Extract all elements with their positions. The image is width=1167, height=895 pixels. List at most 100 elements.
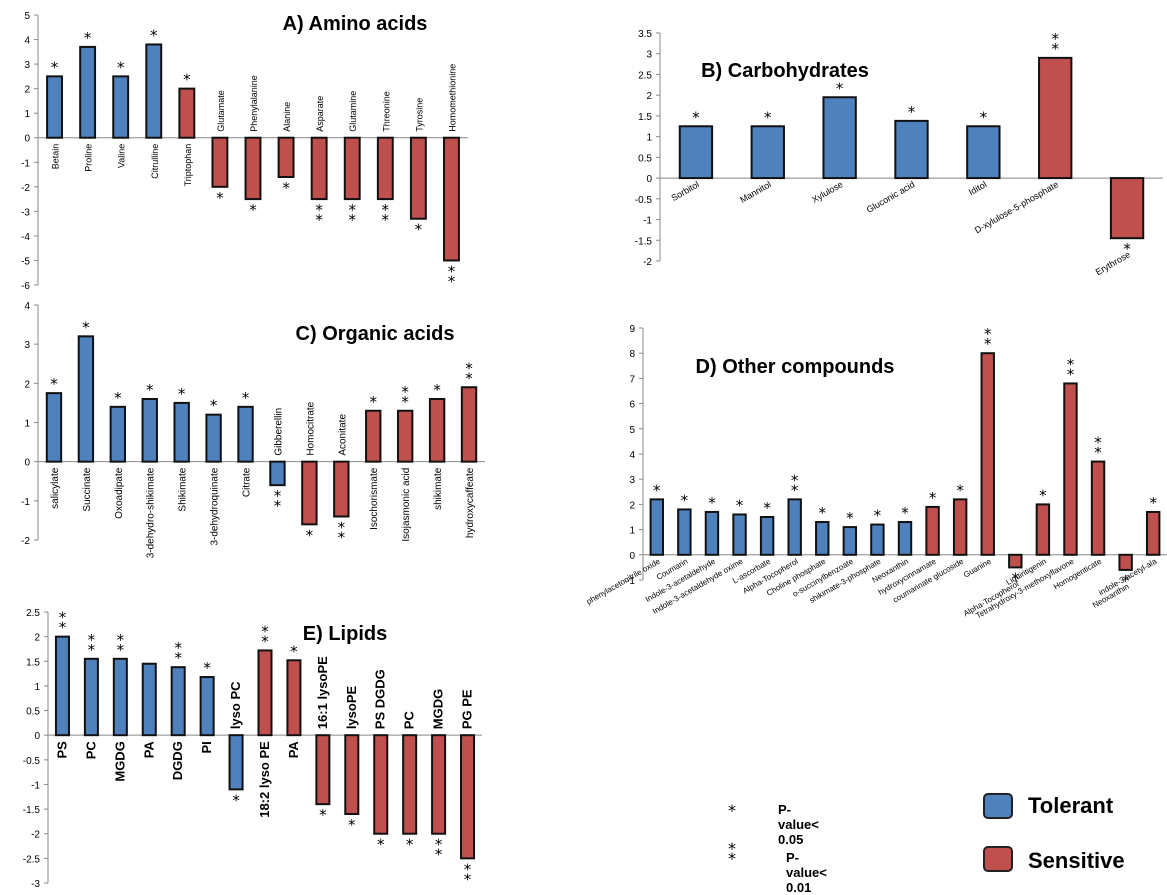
significance-star: * bbox=[282, 179, 290, 197]
y-tick-label: 0 bbox=[34, 731, 40, 742]
category-label: Isojasmonic acid bbox=[401, 468, 412, 542]
y-tick-label: -1 bbox=[21, 497, 30, 508]
significance-star: * bbox=[117, 631, 125, 649]
significance-star: * bbox=[59, 619, 67, 637]
bar bbox=[46, 75, 63, 139]
bar bbox=[1109, 177, 1145, 240]
category-label: MGDG bbox=[112, 741, 127, 781]
y-tick-label: 4 bbox=[24, 301, 30, 312]
bar bbox=[409, 136, 427, 220]
y-tick-label: 1 bbox=[646, 133, 652, 144]
legend-tolerant-label: Tolerant bbox=[1028, 793, 1114, 818]
bar bbox=[1118, 553, 1133, 571]
legend-sig1-label: P-value< 0.05 bbox=[778, 802, 819, 847]
significance-star: * bbox=[315, 211, 323, 229]
y-tick-label: -1 bbox=[31, 780, 40, 791]
significance-star: * bbox=[261, 622, 269, 640]
y-tick-label: -1 bbox=[21, 158, 30, 169]
significance-star: * bbox=[82, 318, 90, 336]
category-label: Gibberellin bbox=[273, 408, 284, 456]
significance-star: * bbox=[406, 836, 414, 854]
y-tick-label: -1 bbox=[643, 216, 652, 227]
bar bbox=[894, 119, 929, 180]
y-tick-label: -0.5 bbox=[635, 195, 653, 206]
bar bbox=[373, 734, 389, 835]
bar bbox=[842, 526, 858, 556]
legend-sensitive-swatch bbox=[983, 846, 1013, 872]
significance-star: * bbox=[1039, 486, 1047, 504]
bar bbox=[980, 352, 995, 556]
bar bbox=[759, 516, 775, 556]
category-label: salicylate bbox=[50, 467, 61, 509]
significance-star: * bbox=[448, 262, 456, 280]
bar bbox=[1038, 56, 1073, 180]
bar bbox=[315, 734, 331, 806]
significance-star: * bbox=[984, 325, 992, 343]
y-tick-label: -0.5 bbox=[23, 756, 41, 767]
y-tick-label: 0 bbox=[24, 458, 30, 469]
significance-star: * bbox=[338, 529, 346, 547]
bar bbox=[286, 659, 302, 737]
chart-title: C) Organic acids bbox=[296, 323, 455, 345]
significance-star: * bbox=[763, 499, 771, 517]
significance-star: * bbox=[1051, 30, 1059, 48]
bar bbox=[141, 662, 157, 737]
y-tick-label: 5 bbox=[629, 425, 635, 436]
bar bbox=[750, 125, 785, 180]
legend-tolerant-swatch bbox=[983, 793, 1013, 819]
category-label: Alanine bbox=[282, 102, 292, 132]
significance-star: * bbox=[681, 491, 689, 509]
significance-star: * bbox=[84, 29, 92, 47]
significance-star: * bbox=[382, 201, 390, 219]
category-label: Succinate bbox=[82, 467, 93, 511]
bar bbox=[333, 460, 350, 518]
significance-star: * bbox=[1094, 434, 1102, 452]
y-tick-label: 8 bbox=[629, 349, 635, 360]
y-tick-label: 0 bbox=[629, 551, 635, 562]
category-label: lysoPE bbox=[344, 685, 359, 729]
bar bbox=[343, 136, 361, 201]
significance-star: * bbox=[114, 389, 122, 407]
significance-star: * bbox=[382, 211, 390, 229]
bar bbox=[145, 43, 163, 139]
panel-amino-acids: 5 4 3 2 1 0 -1 -2 -3 -4 -5 -6 A) Amino acids * Betain *… bbox=[21, 11, 468, 292]
panel-carbohydrates: 3.5 3 2.5 2 1.5 1 0.5 0 -0.5 -1 -1.5 -2 B) Carbohydr… bbox=[635, 29, 1163, 277]
significance-star: * bbox=[210, 397, 218, 415]
y-tick-label: -2 bbox=[643, 257, 652, 268]
significance-star: * bbox=[846, 509, 854, 527]
category-label: Citrate bbox=[242, 467, 253, 497]
y-tick-label: 0.5 bbox=[638, 153, 652, 164]
category-label: Tyrosine bbox=[414, 98, 424, 132]
significance-star: * bbox=[315, 201, 323, 219]
significance-star: * bbox=[203, 659, 211, 677]
significance-star: * bbox=[59, 609, 67, 627]
significance-star: * bbox=[51, 58, 59, 76]
significance-star: * bbox=[908, 103, 916, 121]
category-label: Glutamine bbox=[348, 91, 358, 132]
bar bbox=[1146, 510, 1161, 556]
bar bbox=[460, 734, 476, 860]
bar bbox=[443, 136, 460, 262]
bar bbox=[460, 386, 478, 463]
y-tick-label: -3 bbox=[21, 207, 30, 218]
category-label: PS DGDG bbox=[373, 669, 388, 729]
legend-sig1-symbol: * bbox=[728, 801, 736, 820]
bar bbox=[277, 136, 295, 179]
bar bbox=[269, 460, 286, 487]
significance-star: * bbox=[88, 641, 96, 659]
category-label: PG PE bbox=[460, 689, 475, 729]
bar bbox=[205, 413, 222, 463]
bar bbox=[1008, 553, 1023, 569]
category-label: DGDG bbox=[170, 741, 185, 780]
significance-star: * bbox=[50, 375, 58, 393]
category-label: Isochorismate bbox=[369, 467, 380, 530]
y-tick-label: 3 bbox=[24, 60, 30, 71]
category-label: Citrulline bbox=[150, 144, 160, 179]
significance-star: * bbox=[1094, 444, 1102, 462]
bar bbox=[109, 405, 127, 463]
bar bbox=[396, 409, 414, 463]
significance-star: * bbox=[306, 526, 314, 544]
significance-star: * bbox=[956, 481, 964, 499]
bar bbox=[344, 734, 360, 816]
category-label: Threonine bbox=[381, 91, 391, 132]
